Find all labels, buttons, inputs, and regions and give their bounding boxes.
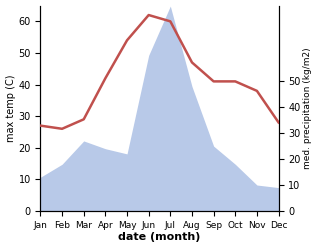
X-axis label: date (month): date (month): [118, 232, 201, 243]
Y-axis label: med. precipitation (kg/m2): med. precipitation (kg/m2): [303, 47, 313, 169]
Y-axis label: max temp (C): max temp (C): [5, 74, 16, 142]
